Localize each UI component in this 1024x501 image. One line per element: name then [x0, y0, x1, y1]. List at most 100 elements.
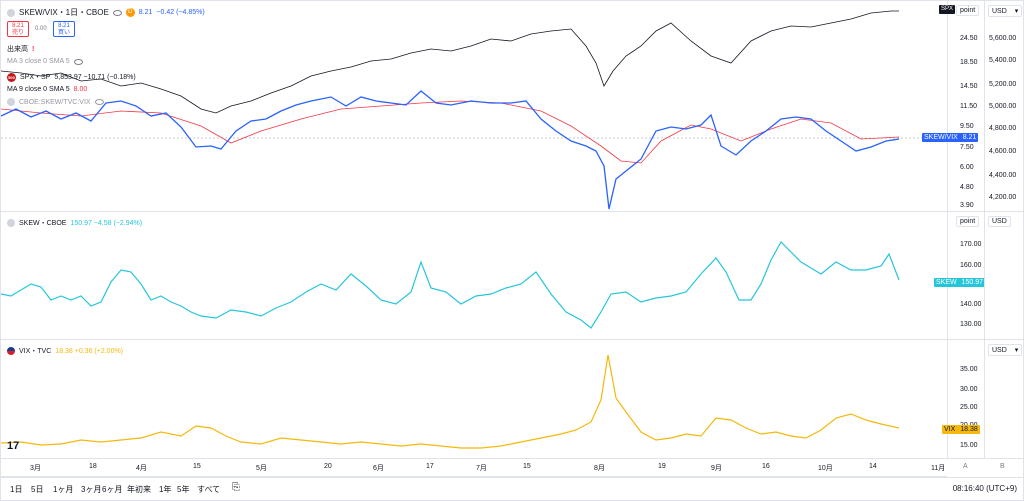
time-axis-label: 14	[869, 463, 877, 470]
time-axis-label: 8月	[594, 465, 605, 472]
vix-axis-unit[interactable]: USD ▾	[988, 344, 1023, 356]
timeframe-badge: D	[125, 8, 135, 17]
vix-axis-unit-label: USD	[992, 347, 1007, 354]
axis-unit-selector[interactable]: point	[956, 5, 980, 16]
log-scale-button[interactable]: B	[1000, 463, 1005, 470]
spx-price-axis[interactable]: USD ▾ 5,600.00 5,400.00 5,200.00 5,000.00 4,…	[939, 1, 1023, 212]
last-badge-value: 8.21	[962, 134, 977, 141]
timeframe-button[interactable]: 5日	[31, 485, 44, 494]
spx-logo-icon: 500	[7, 72, 16, 82]
skew-title: SKEW・CBOE	[19, 220, 67, 227]
skew-axis2-unit-label: USD	[992, 218, 1007, 225]
timeframe-button[interactable]: 年初来	[127, 485, 151, 494]
main-price-axis[interactable]: point 24.50 18.50 14.50 11.50 9.50 7.50 6.00 4.…	[922, 1, 984, 212]
timeframe-button[interactable]: すべて	[197, 485, 221, 494]
goto-date-icon[interactable]: ⎘	[232, 482, 240, 493]
time-axis-label: 3月	[30, 465, 41, 472]
time-axis-label: 11月	[931, 465, 946, 472]
spx-tick-label: 4,600.00	[989, 148, 1017, 155]
time-axis[interactable]	[1, 459, 947, 477]
main-tick-label: 6.00	[960, 164, 974, 171]
axis2-unit-selector[interactable]: USD ▾	[988, 5, 1023, 17]
overlay-label: CBOE:SKEW/TVC:VIX	[19, 98, 91, 106]
axis2-unit-label: USD	[992, 8, 1007, 15]
skew-tick-label: 160.00	[960, 262, 982, 269]
vix-tick-label: 35.00	[960, 366, 978, 373]
visibility-icon[interactable]	[112, 9, 122, 16]
vix-tick-label: 15.00	[960, 442, 978, 449]
time-axis-label: 6月	[373, 465, 384, 472]
hidden-eye-icon[interactable]	[73, 58, 83, 65]
skew-axis2[interactable]: USD	[984, 212, 1023, 340]
main-pane[interactable]: SKEW/VIX・1日・CBOE D 8.21 −0.42 (−4.85%) 8…	[1, 1, 947, 212]
tradingview-logo-icon[interactable]: 17	[7, 440, 19, 452]
volume-legend[interactable]: 出来高 !	[7, 44, 34, 54]
main-tick-label: 3.90	[960, 202, 974, 209]
skew-pane[interactable]: SKEW・CBOE 150.97 −4.58 (−2.94%)	[1, 212, 947, 340]
main-tick-label: 4.80	[960, 184, 974, 191]
buy-button[interactable]: 8.21 買い	[53, 21, 75, 37]
time-axis-label: 20	[324, 463, 332, 470]
vix-legend[interactable]: VIX・TVC 18.38 +0.36 (+2.00%)	[7, 346, 123, 356]
timeframe-button[interactable]: 1年	[159, 485, 172, 494]
time-axis-label: 15	[523, 463, 531, 470]
last-value-badge: SKEW/VIX 8.21	[922, 133, 979, 142]
spx-symbol: SPX・SP	[20, 74, 51, 81]
spx-series-line	[1, 10, 899, 114]
price-change: −0.42 (−4.85%)	[156, 9, 205, 16]
timeframe-button[interactable]: 3ヶ月	[81, 485, 102, 494]
timeframe-button[interactable]: 5年	[177, 485, 190, 494]
vix-pane[interactable]: VIX・TVC 18.38 +0.36 (+2.00%) 17	[1, 340, 947, 459]
sell-button[interactable]: 8.21 売り	[7, 21, 29, 37]
sell-price: 8.21	[12, 23, 24, 29]
vix-badge-name: VIX	[944, 426, 956, 433]
ma9-value: 8.00	[73, 86, 88, 93]
clock-display[interactable]: 08:16:40 (UTC+9)	[952, 484, 1017, 493]
skew-tick-label: 170.00	[960, 241, 982, 248]
ma9-legend[interactable]: MA 9 close 0 SMA 5 8.00	[7, 86, 87, 93]
skew-tick-label: 140.00	[960, 301, 982, 308]
main-tick-label: 18.50	[960, 59, 978, 66]
chevron-down-icon: ▾	[1014, 8, 1019, 15]
bottom-toolbar: 1日 5日 1ヶ月 3ヶ月 6ヶ月 年初来 1年 5年 すべて ⎘ 08:16:40 (UTC+…	[1, 477, 1023, 500]
last-badge-name: SKEW/VIX	[924, 134, 958, 141]
timeframe-button[interactable]: 6ヶ月	[102, 485, 123, 494]
vix-chevron-down-icon: ▾	[1014, 347, 1019, 354]
main-tick-label: 14.50	[960, 83, 978, 90]
overlay-icon	[7, 98, 15, 106]
skew-legend[interactable]: SKEW・CBOE 150.97 −4.58 (−2.94%)	[7, 218, 142, 228]
symbol-name[interactable]: SKEW/VIX・1日・CBOE	[19, 8, 109, 17]
spx-legend[interactable]: 500 SPX・SP 5,853.97 −10.71 (−0.18%)	[7, 72, 136, 82]
spx-badge: SPX	[939, 5, 956, 14]
time-axis-label: 17	[426, 463, 434, 470]
warning-icon[interactable]: !	[32, 45, 35, 53]
skew-values: 150.97 −4.58 (−2.94%)	[70, 219, 143, 227]
time-axis-label: 7月	[476, 465, 487, 472]
spx-tick-label: 4,400.00	[989, 172, 1017, 179]
time-axis-label: 16	[762, 463, 770, 470]
skew-axis-unit[interactable]: point	[956, 216, 980, 227]
skew-last-badge: SKEW 150.97	[934, 278, 985, 287]
timeframe-button[interactable]: 1ヶ月	[53, 485, 74, 494]
vix-values: 18.38 +0.36 (+2.00%)	[55, 347, 124, 355]
time-axis-label: 5月	[256, 465, 267, 472]
vix-title: VIX・TVC	[19, 348, 52, 355]
ma9-label: MA 9 close 0 SMA 5	[7, 86, 70, 93]
overlay-legend[interactable]: CBOE:SKEW/TVC:VIX	[7, 98, 104, 106]
vix-axis2[interactable]: USD ▾	[984, 340, 1023, 459]
time-axis-label: 19	[658, 463, 666, 470]
overlay-eye-icon[interactable]	[94, 99, 104, 105]
tv-logo-text: 17	[7, 440, 20, 452]
spx-tick-label: 4,200.00	[989, 194, 1017, 201]
symbol-icon	[7, 8, 15, 17]
ma3-legend[interactable]: MA 3 close 0 SMA 5	[7, 58, 83, 65]
auto-scale-button[interactable]: A	[963, 463, 968, 470]
last-price: 8.21	[138, 9, 153, 16]
time-axis-label: 15	[193, 463, 201, 470]
timeframe-button[interactable]: 1日	[10, 485, 23, 494]
skew-axis2-unit[interactable]: USD	[988, 216, 1011, 227]
spx-values: 5,853.97 −10.71 (−0.18%)	[54, 73, 136, 81]
buy-label: 買い	[57, 30, 70, 36]
